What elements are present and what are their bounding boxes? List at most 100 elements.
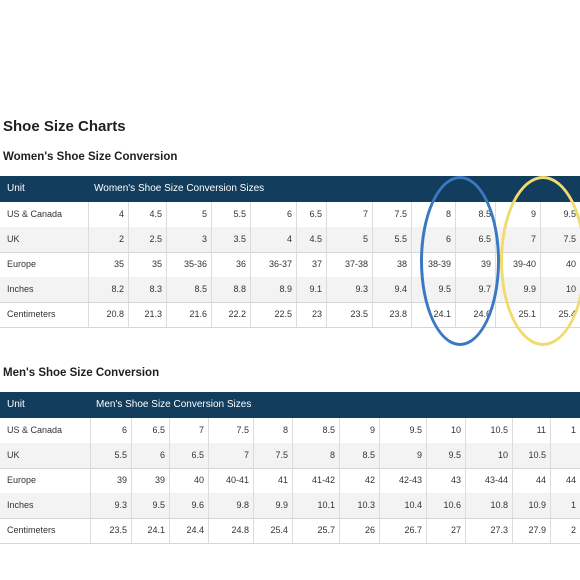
table-cell: 35 (88, 252, 128, 277)
table-cell: 43 (426, 468, 465, 493)
table-cell: 22.5 (250, 302, 296, 327)
table-cell: 39 (131, 468, 169, 493)
table-row: UK 5.5 6 6.5 7 7.5 8 8.5 9 9.5 10 10.5 (0, 443, 580, 469)
table-cell: 23.8 (372, 302, 411, 327)
table-cell: 7 (326, 202, 372, 227)
header-sizes: Men's Shoe Size Conversion Sizes (96, 399, 252, 410)
table-cell: 9.7 (455, 277, 495, 302)
table-cell: 8.3 (128, 277, 166, 302)
table-cell: 44 (550, 468, 580, 493)
table-cell: 23.5 (90, 518, 131, 543)
table-cell: 10.4 (379, 493, 426, 518)
table-row: Europe 39 39 40 40-41 41 41-42 42 42-43 43 43-44 44… (0, 468, 580, 494)
table-cell: 8.9 (250, 277, 296, 302)
table-cell: 9.9 (495, 277, 540, 302)
table-cell: 9.5 (426, 443, 465, 468)
table-cell: 36-37 (250, 252, 296, 277)
table-cell: 7 (495, 227, 540, 252)
men-size-table: Unit Men's Shoe Size Conversion Sizes US &… (0, 392, 580, 544)
table-cell: 8 (411, 202, 455, 227)
table-row: US & Canada 4 4.5 5 5.5 6 6.5 7 7.5 8 8.5 9 9.5 (0, 202, 580, 228)
table-cell: 6.5 (169, 443, 208, 468)
table-cell: 41 (253, 468, 292, 493)
table-cell: 2 (550, 518, 580, 543)
table-cell: 5 (166, 202, 211, 227)
table-cell: 9.3 (90, 493, 131, 518)
table-cell: 9.6 (169, 493, 208, 518)
table-cell: 9.5 (411, 277, 455, 302)
table-cell: 9.8 (208, 493, 253, 518)
table-cell: 8.5 (455, 202, 495, 227)
table-cell: 4.5 (296, 227, 326, 252)
table-cell: 10.1 (292, 493, 339, 518)
table-cell: 4 (250, 227, 296, 252)
table-cell: 10.5 (512, 443, 550, 468)
table-cell: 24.1 (131, 518, 169, 543)
table-cell: 25.7 (292, 518, 339, 543)
table-cell: 35-36 (166, 252, 211, 277)
table-cell: 21.6 (166, 302, 211, 327)
table-cell (550, 443, 580, 468)
table-cell: 27 (426, 518, 465, 543)
table-cell: 40 (169, 468, 208, 493)
women-size-table: Unit Women's Shoe Size Conversion Sizes US… (0, 176, 580, 328)
table-cell: 27.9 (512, 518, 550, 543)
table-cell: 25.4 (253, 518, 292, 543)
table-cell: 6.5 (131, 418, 169, 443)
table-row: Centimeters 23.5 24.1 24.4 24.8 25.4 25.7 26 26.… (0, 518, 580, 544)
table-cell: 9 (379, 443, 426, 468)
table-cell: 9 (495, 202, 540, 227)
table-cell: 7.5 (253, 443, 292, 468)
table-cell: 40 (540, 252, 580, 277)
table-cell: 8.2 (88, 277, 128, 302)
table-cell: 10 (426, 418, 465, 443)
table-cell: 37 (296, 252, 326, 277)
table-cell: 1 (550, 418, 580, 443)
table-cell: 10.9 (512, 493, 550, 518)
table-cell: 2 (88, 227, 128, 252)
row-label: Centimeters (7, 525, 56, 535)
table-cell: 39 (90, 468, 131, 493)
men-section-title: Men's Shoe Size Conversion (3, 367, 160, 379)
page-title: Shoe Size Charts (3, 118, 126, 135)
table-cell: 25.1 (495, 302, 540, 327)
table-cell: 8 (292, 443, 339, 468)
table-cell: 35 (128, 252, 166, 277)
table-cell: 10.3 (339, 493, 379, 518)
table-cell: 9.3 (326, 277, 372, 302)
table-cell: 8.5 (339, 443, 379, 468)
table-cell: 26.7 (379, 518, 426, 543)
row-label: Inches (7, 500, 34, 510)
table-cell: 43-44 (465, 468, 512, 493)
table-cell: 40-41 (208, 468, 253, 493)
table-cell: 11 (512, 418, 550, 443)
row-label: US & Canada (7, 425, 63, 435)
table-cell: 6 (250, 202, 296, 227)
header-sizes: Women's Shoe Size Conversion Sizes (94, 183, 265, 194)
table-cell: 5.5 (372, 227, 411, 252)
table-header: Unit Men's Shoe Size Conversion Sizes (0, 392, 580, 418)
table-cell: 8.5 (292, 418, 339, 443)
table-cell: 44 (512, 468, 550, 493)
row-label: Inches (7, 284, 34, 294)
row-label: Centimeters (7, 309, 56, 319)
table-cell: 7.5 (372, 202, 411, 227)
table-cell: 7 (169, 418, 208, 443)
table-cell: 8.8 (211, 277, 250, 302)
table-cell: 9.5 (379, 418, 426, 443)
table-cell: 10.5 (465, 418, 512, 443)
table-cell: 10 (540, 277, 580, 302)
table-cell: 38 (372, 252, 411, 277)
table-cell: 7.5 (208, 418, 253, 443)
table-cell: 6 (131, 443, 169, 468)
row-label: Europe (7, 259, 37, 269)
table-row: Inches 8.2 8.3 8.5 8.8 8.9 9.1 9.3 9.4 9.5 9.7 9.9 1… (0, 277, 580, 303)
header-unit: Unit (7, 183, 25, 194)
table-cell: 24.8 (208, 518, 253, 543)
table-cell: 27.3 (465, 518, 512, 543)
table-cell: 6.5 (296, 202, 326, 227)
row-label: US & Canada (7, 209, 63, 219)
table-cell: 39 (455, 252, 495, 277)
table-cell: 21.3 (128, 302, 166, 327)
table-cell: 42 (339, 468, 379, 493)
